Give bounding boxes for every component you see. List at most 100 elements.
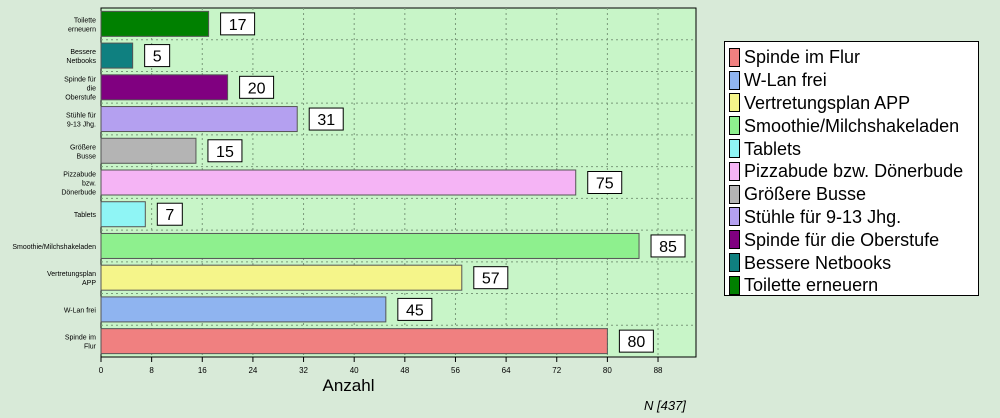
legend-item: Toilette erneuern: [729, 274, 978, 297]
legend-label: Spinde im Flur: [744, 47, 861, 68]
data-label: 80: [627, 334, 645, 351]
x-tick-label: 56: [451, 366, 460, 375]
legend-swatch: [729, 70, 740, 90]
bar: [100, 264, 463, 291]
data-label-box: [650, 234, 686, 258]
category-label: Größere: [70, 144, 96, 151]
legend-item: Stühle für 9-13 Jhg.: [729, 206, 978, 229]
data-label-box: [220, 12, 256, 36]
bar: [100, 201, 146, 228]
data-label-box: [397, 297, 433, 321]
x-tick-label: 48: [400, 366, 409, 375]
legend-label: Stühle für 9-13 Jhg.: [744, 206, 902, 227]
bar: [100, 137, 197, 164]
legend-swatch: [729, 93, 740, 113]
x-axis-title: Anzahl: [323, 376, 375, 395]
category-label: 9-13 Jhg.: [67, 122, 96, 129]
category-label: Toilette: [74, 17, 96, 24]
legend-label: Spinde für die Oberstufe: [744, 229, 940, 250]
data-label: 7: [165, 207, 174, 224]
data-label: 45: [406, 302, 424, 319]
legend-label: W-Lan frei: [744, 70, 827, 91]
legend-item: Größere Busse: [729, 183, 978, 206]
legend-label: Vertretungsplan APP: [744, 92, 911, 113]
legend-item: W-Lan frei: [729, 69, 978, 92]
legend-swatch: [729, 184, 740, 204]
data-label-box: [473, 266, 509, 290]
x-tick-label: 32: [299, 366, 308, 375]
legend-item: Vertretungsplan APP: [729, 92, 978, 115]
data-label: 31: [317, 112, 335, 129]
bar: [100, 169, 577, 196]
data-label-box: [239, 75, 275, 99]
legend-swatch: [729, 161, 740, 181]
legend-swatch: [729, 230, 740, 250]
bar: [100, 10, 210, 37]
legend-item: Smoothie/Milchshakeladen: [729, 114, 978, 137]
category-label: Vertretungsplan: [47, 271, 96, 278]
category-label: Flur: [84, 344, 97, 351]
category-label: die: [87, 85, 96, 92]
x-tick-label: 16: [198, 366, 207, 375]
legend-label: Toilette erneuern: [744, 275, 879, 296]
legend-label: Smoothie/Milchshakeladen: [744, 115, 960, 136]
bar: [100, 296, 387, 323]
x-tick-label: 88: [654, 366, 663, 375]
category-label: Spinde für: [64, 76, 97, 83]
category-label: Smoothie/Milchshakeladen: [12, 244, 96, 251]
category-label: Bessere: [70, 49, 96, 56]
data-label: 75: [596, 176, 614, 193]
data-label: 15: [216, 144, 234, 161]
data-label-box: [308, 107, 344, 131]
category-label: Pizzabude: [63, 172, 96, 179]
legend-swatch: [729, 139, 740, 159]
legend-swatch: [729, 253, 740, 273]
legend-label: Bessere Netbooks: [744, 252, 892, 273]
data-label: 57: [482, 271, 500, 288]
legend-swatch: [729, 47, 740, 67]
category-label: Stühle für: [66, 113, 97, 120]
data-label-box: [156, 202, 183, 226]
legend-item: Bessere Netbooks: [729, 251, 978, 274]
x-tick-label: 72: [552, 366, 561, 375]
category-label: Netbooks: [66, 58, 96, 65]
legend-label: Pizzabude bzw. Dönerbude: [744, 161, 964, 182]
data-label: 5: [153, 49, 162, 66]
legend-swatch: [729, 207, 740, 227]
bar: [100, 232, 640, 259]
category-label: bzw.: [82, 181, 96, 188]
chart-legend: Spinde im Flur W-Lan frei Vertretungsplan …: [724, 41, 979, 296]
category-label: Oberstufe: [65, 94, 96, 101]
category-label: Dönerbude: [61, 190, 96, 197]
sample-size-note: N [437]: [644, 398, 686, 413]
data-label: 20: [248, 80, 266, 97]
bar: [100, 42, 134, 69]
x-tick-label: 0: [99, 366, 104, 375]
category-label: Busse: [77, 153, 97, 160]
x-tick-label: 40: [350, 366, 359, 375]
legend-item: Spinde im Flur: [729, 46, 978, 69]
legend-item: Pizzabude bzw. Dönerbude: [729, 160, 978, 183]
category-label: APP: [82, 280, 96, 287]
legend-item: Spinde für die Oberstufe: [729, 228, 978, 251]
bar: [100, 106, 298, 133]
category-label: Spinde im: [65, 335, 96, 342]
data-label: 17: [229, 17, 247, 34]
legend-swatch: [729, 275, 740, 295]
data-label-box: [144, 44, 171, 68]
data-label-box: [587, 171, 623, 194]
x-tick-label: 24: [248, 366, 257, 375]
bar: [100, 74, 229, 101]
data-label: 85: [659, 239, 677, 256]
category-label: erneuern: [68, 26, 96, 33]
bar: [100, 328, 608, 355]
x-tick-label: 64: [502, 366, 511, 375]
data-label-box: [618, 329, 654, 353]
x-tick-label: 8: [149, 366, 154, 375]
legend-item: Tablets: [729, 137, 978, 160]
data-label-box: [207, 139, 243, 163]
x-tick-label: 80: [603, 366, 612, 375]
category-label: W-Lan frei: [64, 307, 97, 314]
legend-label: Größere Busse: [744, 184, 867, 205]
